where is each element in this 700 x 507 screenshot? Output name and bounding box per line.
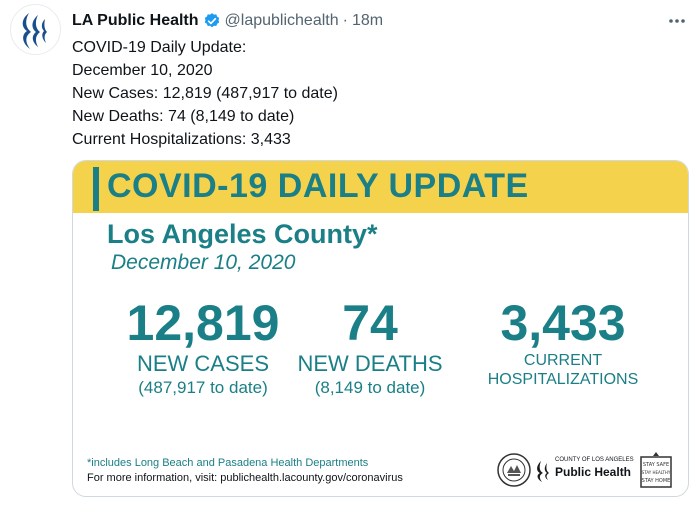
county-seal-icon [497,453,531,487]
new-deaths-stat: 74 NEW DEATHS (8,149 to date) [295,295,445,399]
author-name[interactable]: LA Public Health [72,12,199,29]
info-line: For more information, visit: publichealt… [87,472,403,484]
new-cases-stat: 12,819 NEW CASES (487,917 to date) [113,295,293,399]
card-title: COVID-19 DAILY UPDATE [107,167,529,205]
new-deaths-value: 74 [342,295,398,351]
verified-badge-icon [204,13,219,28]
new-deaths-total: (8,149 to date) [314,378,426,397]
stay-badge-line: STAY HEALTHY [642,470,671,475]
title-banner: COVID-19 DAILY UPDATE [73,161,688,213]
public-health-logo: COUNTY OF LOS ANGELES Public Health [535,457,634,485]
new-deaths-label: NEW DEATHS [297,351,443,376]
tweet-line: Current Hospitalizations: 3,433 [72,131,291,148]
stay-safe-badge-icon: STAY SAFE STAY HEALTHY STAY HOME [640,452,672,488]
avatar[interactable] [10,4,61,55]
stay-badge-line: STAY SAFE [643,462,669,468]
public-health-logo-icon [537,461,549,482]
tweet-header: LA Public Health @lapublichealth · 18m [72,10,688,32]
county-heading: Los Angeles County* [107,219,378,249]
separator-dot: · [342,12,348,29]
banner-accent-bar [93,167,99,211]
logo-big-text: Public Health [555,465,632,479]
tweet-line: December 10, 2020 [72,62,213,79]
hospitalizations-value: 3,433 [500,295,626,351]
new-cases-label: NEW CASES [136,351,270,376]
footnote: *includes Long Beach and Pasadena Health… [87,457,369,469]
author-handle[interactable]: @lapublichealth [224,12,339,29]
la-public-health-logo-icon [22,13,47,49]
tweet-timestamp[interactable]: 18m [351,12,384,29]
logo-small-text: COUNTY OF LOS ANGELES [555,457,634,463]
tweet-media-image[interactable]: COVID-19 DAILY UPDATE Los Angeles County… [72,160,689,497]
new-cases-total: (487,917 to date) [138,378,268,397]
tweet-line: New Deaths: 74 (8,149 to date) [72,108,295,125]
new-cases-value: 12,819 [126,295,280,351]
more-options-icon [669,19,685,23]
tweet-line: New Cases: 12,819 (487,917 to date) [72,85,338,102]
hospitalizations-label-line2: HOSPITALIZATIONS [487,371,639,388]
tweet-text: COVID-19 Daily Update: December 10, 2020… [72,36,686,151]
more-options-button[interactable] [666,10,688,32]
hospitalizations-label-line1: CURRENT [523,352,603,369]
card-date: December 10, 2020 [111,251,296,274]
stay-badge-line: STAY HOME [642,478,671,484]
hospitalizations-stat: 3,433 CURRENT HOSPITALIZATIONS [478,295,648,389]
tweet-line: COVID-19 Daily Update: [72,39,247,56]
